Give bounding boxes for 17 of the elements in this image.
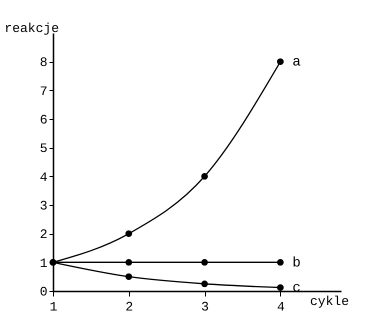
y-tick-label: 0 (40, 284, 48, 300)
y-tick-label: 1 (40, 256, 48, 271)
series-label: a (292, 54, 301, 71)
x-tick-label: 3 (201, 300, 209, 314)
y-tick-label: 5 (40, 141, 48, 156)
x-tick-label: 1 (50, 300, 58, 314)
y-tick-label: 2 (40, 227, 48, 242)
series-label: b (292, 255, 301, 272)
y-tick-label: 3 (40, 198, 48, 214)
x-tick-label: 4 (276, 300, 285, 314)
y-tick-label: 8 (40, 55, 48, 70)
y-tick-label: 7 (40, 84, 48, 99)
y-tick-label: 6 (40, 112, 48, 128)
x-axis-title: cykle (310, 294, 349, 309)
x-tick-label: 2 (125, 300, 134, 314)
y-tick-label: 4 (40, 170, 48, 185)
y-axis-title: reakcje (4, 21, 59, 36)
